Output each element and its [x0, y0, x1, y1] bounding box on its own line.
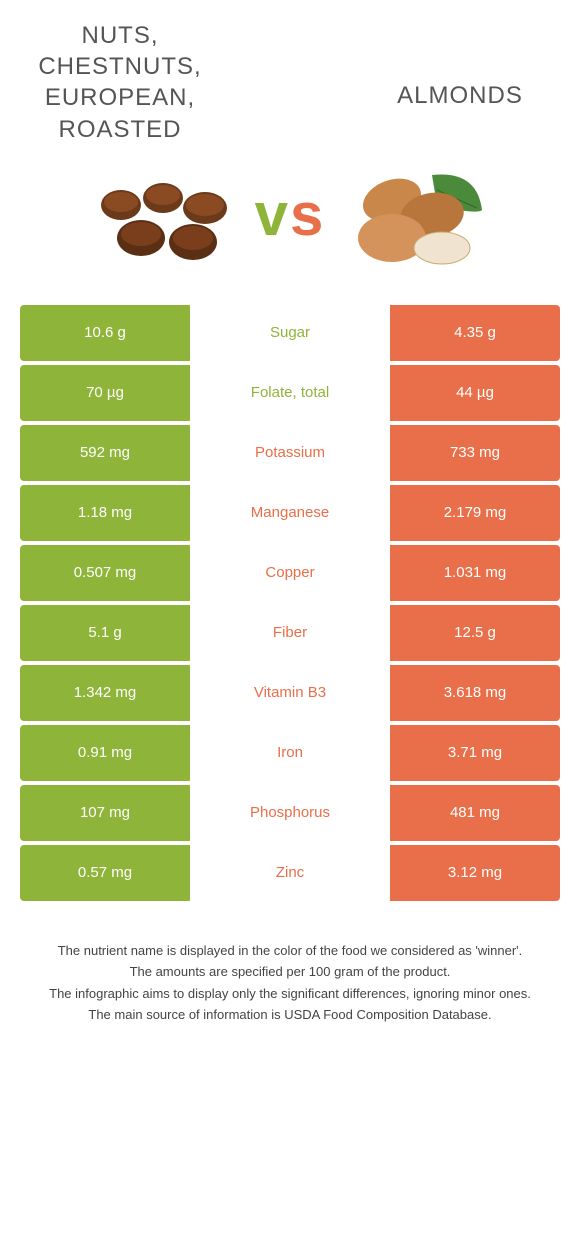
vs-s: s [290, 180, 325, 249]
table-row: 0.91 mgIron3.71 mg [20, 725, 560, 781]
value-right: 4.35 g [390, 305, 560, 361]
value-right: 12.5 g [390, 605, 560, 661]
nutrient-label: Vitamin B3 [190, 665, 390, 721]
table-row: 1.342 mgVitamin B33.618 mg [20, 665, 560, 721]
chestnuts-icon [93, 155, 243, 275]
nutrient-label: Zinc [190, 845, 390, 901]
vs-label: vs [255, 180, 326, 249]
table-row: 592 mgPotassium733 mg [20, 425, 560, 481]
nutrient-label: Sugar [190, 305, 390, 361]
food-title-right: Almonds [360, 20, 560, 111]
value-right: 2.179 mg [390, 485, 560, 541]
table-row: 0.507 mgCopper1.031 mg [20, 545, 560, 601]
value-left: 1.342 mg [20, 665, 190, 721]
food-title-left: Nuts, chestnuts, european, roasted [20, 20, 220, 145]
value-right: 733 mg [390, 425, 560, 481]
table-row: 107 mgPhosphorus481 mg [20, 785, 560, 841]
table-row: 70 µgFolate, total44 µg [20, 365, 560, 421]
value-left: 10.6 g [20, 305, 190, 361]
nutrient-label: Fiber [190, 605, 390, 661]
value-right: 3.618 mg [390, 665, 560, 721]
almonds-icon [337, 155, 487, 275]
nutrient-label: Iron [190, 725, 390, 781]
footer-line: The amounts are specified per 100 gram o… [20, 962, 560, 982]
footer-line: The nutrient name is displayed in the co… [20, 941, 560, 961]
table-row: 1.18 mgManganese2.179 mg [20, 485, 560, 541]
value-left: 0.507 mg [20, 545, 190, 601]
table-row: 5.1 gFiber12.5 g [20, 605, 560, 661]
value-left: 1.18 mg [20, 485, 190, 541]
nutrient-label: Phosphorus [190, 785, 390, 841]
visual-row: vs [20, 155, 560, 275]
value-right: 3.71 mg [390, 725, 560, 781]
table-row: 0.57 mgZinc3.12 mg [20, 845, 560, 901]
value-left: 70 µg [20, 365, 190, 421]
infographic: Nuts, chestnuts, european, roasted Almon… [0, 0, 580, 1057]
nutrient-label: Manganese [190, 485, 390, 541]
value-right: 44 µg [390, 365, 560, 421]
value-right: 1.031 mg [390, 545, 560, 601]
value-right: 3.12 mg [390, 845, 560, 901]
value-right: 481 mg [390, 785, 560, 841]
value-left: 107 mg [20, 785, 190, 841]
table-row: 10.6 gSugar4.35 g [20, 305, 560, 361]
nutrient-label: Folate, total [190, 365, 390, 421]
value-left: 0.57 mg [20, 845, 190, 901]
value-left: 592 mg [20, 425, 190, 481]
header: Nuts, chestnuts, european, roasted Almon… [20, 20, 560, 145]
value-left: 5.1 g [20, 605, 190, 661]
footer-notes: The nutrient name is displayed in the co… [20, 941, 560, 1025]
value-left: 0.91 mg [20, 725, 190, 781]
vs-v: v [255, 180, 290, 249]
nutrient-label: Copper [190, 545, 390, 601]
comparison-table: 10.6 gSugar4.35 g70 µgFolate, total44 µg… [20, 305, 560, 901]
nutrient-label: Potassium [190, 425, 390, 481]
footer-line: The main source of information is USDA F… [20, 1005, 560, 1025]
footer-line: The infographic aims to display only the… [20, 984, 560, 1004]
